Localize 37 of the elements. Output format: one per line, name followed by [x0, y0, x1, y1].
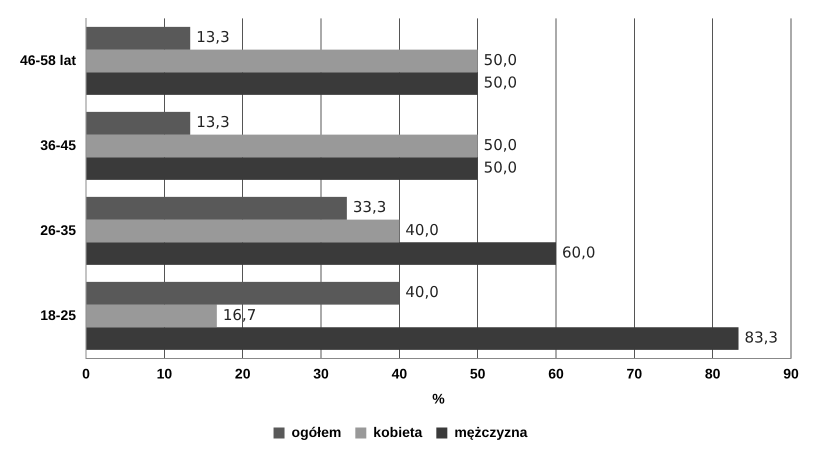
- y-tick-label: 36-45: [40, 136, 76, 153]
- bar: [86, 220, 400, 242]
- data-label: 50,0: [484, 73, 518, 92]
- y-tick-label: 18-25: [40, 306, 76, 323]
- data-label: 13,3: [196, 28, 230, 46]
- x-tick-label: 0: [82, 366, 90, 382]
- data-label: 40,0: [405, 283, 439, 302]
- x-tick-label: 50: [470, 366, 486, 382]
- x-tick-label: 70: [626, 366, 642, 382]
- data-label: 50,0: [484, 50, 518, 69]
- bar: [86, 50, 478, 72]
- x-tick-label: 80: [704, 366, 721, 382]
- data-label: 60,0: [562, 243, 596, 262]
- x-tick-label: 60: [548, 366, 564, 382]
- legend-label: ogółem: [292, 424, 342, 440]
- bar: [86, 157, 478, 180]
- bar: [86, 304, 217, 328]
- x-tick-label: 30: [313, 366, 330, 382]
- legend-label: kobieta: [373, 424, 423, 440]
- bar: [86, 72, 478, 95]
- data-label: 50,0: [484, 136, 518, 154]
- data-label: 13,3: [196, 113, 230, 132]
- data-label: 83,3: [744, 328, 778, 346]
- y-tick-label: 46-58 lat: [20, 52, 76, 68]
- x-tick-label: 40: [392, 366, 408, 382]
- bar: [86, 134, 478, 158]
- x-axis-title: %: [432, 390, 446, 406]
- bar: [86, 242, 556, 265]
- data-label: 40,0: [405, 220, 439, 239]
- legend-label: mężczyzna: [454, 424, 528, 440]
- data-label: 50,0: [484, 158, 518, 176]
- x-tick-label: 90: [783, 366, 799, 382]
- y-tick-label: 26-35: [40, 222, 76, 238]
- data-label: 33,3: [352, 198, 386, 216]
- bar: [86, 327, 739, 350]
- x-tick-label: 10: [156, 366, 172, 382]
- x-tick-label: 20: [234, 366, 251, 382]
